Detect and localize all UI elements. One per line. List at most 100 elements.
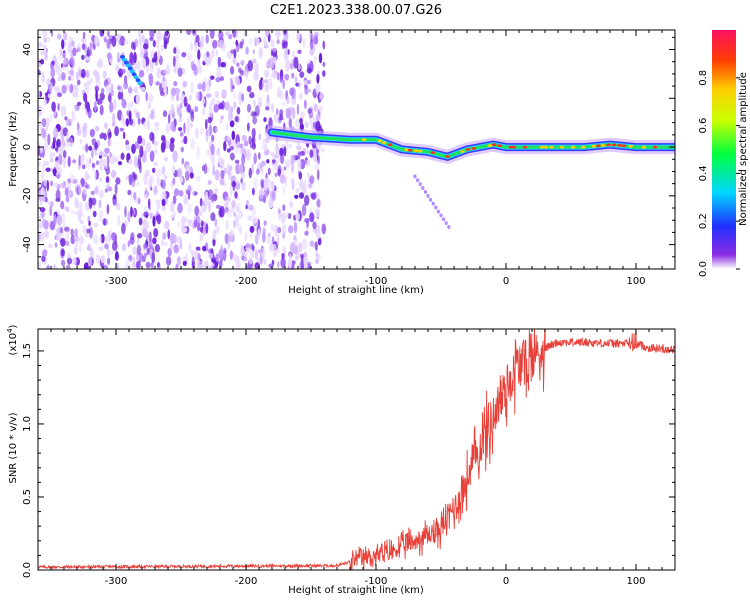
noise-speckle — [123, 75, 128, 84]
noise-speckle — [322, 70, 326, 77]
noise-speckle — [295, 250, 300, 261]
noise-speckle — [251, 127, 256, 138]
noise-speckle — [66, 257, 73, 265]
ridge-hotspot — [539, 145, 545, 149]
noise-speckle — [106, 204, 110, 215]
noise-speckle — [78, 68, 82, 78]
ridge-hotspot — [418, 149, 423, 153]
noise-speckle — [155, 199, 160, 204]
y-tick-label: -20 — [22, 188, 33, 204]
noise-speckle — [73, 104, 77, 111]
noise-speckle — [163, 39, 168, 50]
noise-speckle — [214, 169, 220, 181]
noise-speckle — [253, 216, 258, 226]
noise-speckle — [271, 103, 274, 113]
noise-speckle — [69, 83, 74, 94]
colorbar-tick-label: 0.6 — [698, 118, 709, 134]
noise-speckle — [189, 172, 194, 179]
noise-speckle — [229, 184, 233, 197]
noise-speckle — [312, 227, 318, 234]
noise-speckle — [133, 60, 137, 73]
noise-speckle — [234, 116, 239, 123]
noise-speckle — [43, 230, 50, 239]
noise-speckle — [128, 84, 133, 97]
noise-speckle — [44, 196, 48, 203]
noise-speckle — [174, 87, 180, 95]
noise-speckle — [262, 138, 268, 148]
noise-speckle — [152, 167, 156, 173]
noise-speckle — [96, 98, 103, 105]
noise-speckle — [84, 82, 88, 90]
noise-speckle — [98, 246, 104, 251]
noise-speckle — [257, 228, 261, 240]
noise-speckle — [288, 117, 292, 129]
noise-speckle — [151, 252, 156, 264]
noise-speckle — [94, 149, 98, 157]
noise-speckle — [197, 49, 201, 61]
noise-speckle — [208, 248, 214, 254]
noise-speckle — [220, 61, 226, 68]
noise-speckle — [176, 236, 182, 245]
noise-speckle — [282, 247, 286, 254]
noise-speckle — [72, 159, 77, 164]
noise-speckle — [152, 40, 156, 48]
snr-series-line — [38, 329, 675, 570]
noise-speckle — [121, 112, 124, 124]
noise-speckle — [263, 220, 267, 226]
noise-speckle — [169, 242, 173, 252]
noise-speckle — [251, 137, 255, 143]
noise-speckle — [145, 221, 149, 229]
noise-speckle — [276, 248, 280, 253]
noise-speckle — [188, 94, 193, 101]
noise-speckle — [176, 256, 181, 267]
noise-speckle — [109, 151, 112, 158]
noise-speckle — [79, 138, 83, 145]
noise-speckle — [152, 237, 157, 245]
noise-speckle — [106, 155, 110, 167]
noise-speckle — [194, 44, 198, 52]
noise-speckle — [75, 184, 81, 195]
noise-speckle — [246, 103, 252, 113]
noise-speckle — [212, 39, 218, 49]
noise-speckle — [202, 245, 207, 252]
noise-speckle — [88, 197, 93, 210]
noise-speckle — [42, 218, 46, 229]
noise-speckle — [137, 197, 141, 205]
noise-speckle — [56, 214, 63, 226]
noise-speckle — [262, 227, 266, 235]
noise-speckle — [198, 209, 202, 217]
noise-speckle — [127, 240, 131, 248]
noise-speckle — [247, 215, 253, 221]
noise-speckle — [241, 38, 245, 46]
noise-speckle — [56, 138, 61, 148]
noise-speckle — [70, 118, 74, 124]
noise-speckle — [182, 80, 188, 88]
noise-speckle — [236, 196, 240, 201]
noise-speckle — [124, 205, 127, 218]
noise-speckle — [322, 61, 326, 67]
noise-speckle — [93, 222, 99, 228]
y-tick-label: 40 — [22, 43, 33, 56]
noise-speckle — [49, 156, 54, 163]
noise-speckle — [201, 205, 207, 213]
noise-speckle — [304, 99, 307, 109]
noise-speckle — [277, 226, 282, 234]
noise-speckle — [302, 37, 306, 48]
snr-multiplier-close: ) — [8, 324, 19, 328]
noise-speckle — [46, 264, 50, 269]
noise-speckle — [111, 249, 114, 255]
noise-speckle — [186, 52, 193, 61]
noise-speckle — [59, 48, 62, 57]
noise-speckle — [220, 169, 225, 179]
noise-speckle — [153, 228, 159, 238]
ridge-hotspot — [413, 149, 419, 153]
noise-speckle — [53, 213, 57, 226]
noise-speckle — [60, 200, 65, 210]
noise-speckle — [277, 261, 280, 268]
noise-speckle — [154, 124, 159, 132]
noise-speckle — [65, 206, 70, 213]
noise-speckle — [229, 120, 235, 128]
noise-speckle — [219, 176, 225, 186]
